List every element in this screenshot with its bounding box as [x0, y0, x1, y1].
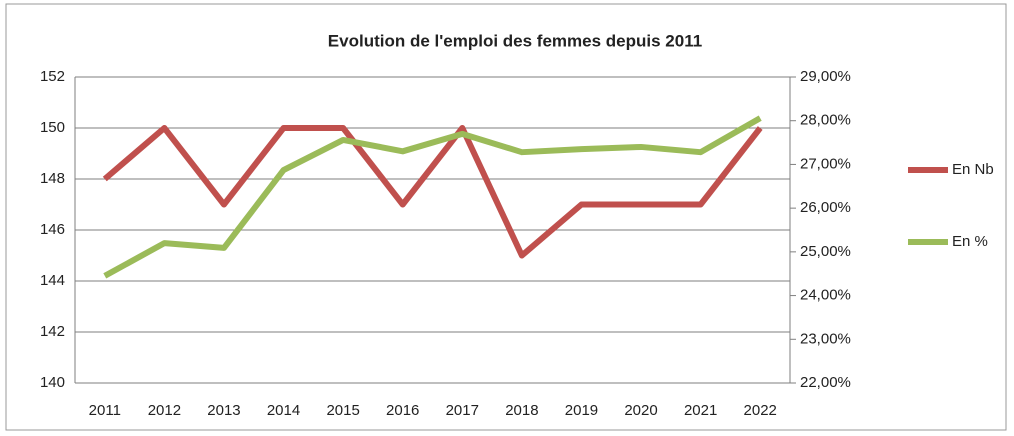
x-tick-label: 2021 [684, 402, 717, 419]
y-tick-label: 152 [40, 68, 65, 85]
x-tick-label: 2011 [89, 402, 121, 419]
x-tick-label: 2022 [744, 402, 777, 419]
x-tick-label: 2014 [267, 402, 300, 419]
y2-tick-label: 24,00% [800, 287, 851, 304]
series-line [102, 125, 763, 259]
x-tick-label: 2012 [148, 402, 181, 419]
x-tick-label: 2016 [386, 402, 419, 419]
x-tick-label: 2015 [326, 402, 359, 419]
y2-tick-label: 25,00% [800, 243, 851, 260]
y2-tick-label: 23,00% [800, 330, 851, 347]
y2-tick-label: 28,00% [800, 112, 851, 129]
y-tick-label: 140 [40, 374, 65, 391]
legend-label: En % [952, 233, 988, 250]
y2-tick-label: 27,00% [800, 155, 851, 172]
y2-tick-label: 29,00% [800, 68, 851, 85]
x-tick-label: 2018 [505, 402, 538, 419]
y-tick-label: 144 [40, 272, 65, 289]
x-tick-label: 2013 [207, 402, 240, 419]
chart-title: Evolution de l'emploi des femmes depuis … [328, 31, 702, 50]
x-tick-label: 2019 [565, 402, 598, 419]
y-tick-label: 148 [40, 170, 65, 187]
y-tick-label: 142 [40, 323, 65, 340]
series-line [103, 115, 762, 279]
x-tick-label: 2020 [624, 402, 657, 419]
y2-tick-label: 22,00% [800, 374, 851, 391]
y2-tick-label: 26,00% [800, 199, 851, 216]
x-tick-label: 2017 [446, 402, 479, 419]
legend-label: En Nb [952, 161, 994, 178]
y-tick-label: 146 [40, 221, 65, 238]
y-tick-label: 150 [40, 119, 65, 136]
